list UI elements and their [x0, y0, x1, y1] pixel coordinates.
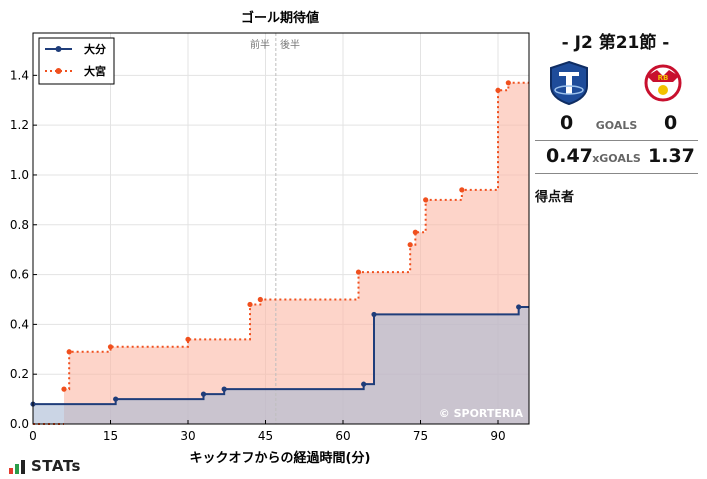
x-tick-label: 75: [413, 429, 428, 443]
home-goals: 0: [560, 112, 574, 134]
match-title: - J2 第21節 -: [561, 33, 670, 53]
legend-marker-omiya: [55, 68, 62, 74]
x-tick-label: 0: [29, 429, 37, 443]
y-tick-label: 1.2: [10, 118, 29, 132]
xg-point-omiya: [355, 269, 362, 275]
xg-point-oita: [221, 386, 227, 392]
xg-point-oita: [361, 381, 367, 387]
y-tick-label: 1.0: [10, 168, 29, 182]
xg-line-omiya: [64, 81, 529, 391]
x-tick-label: 30: [180, 429, 195, 443]
xg-area-oita: [33, 306, 529, 424]
xg-areas: [33, 82, 529, 425]
y-tick-label: 0.6: [10, 268, 29, 282]
stats-logo-bars-icon: [9, 460, 25, 474]
svg-text:RB: RB: [658, 74, 669, 82]
xg-point-oita: [516, 304, 522, 310]
x-tick-label: 60: [335, 429, 350, 443]
y-tick-label: 0.4: [10, 317, 29, 331]
xg-point-omiya: [412, 229, 418, 235]
xg-point-oita: [113, 396, 119, 402]
watermark: © SPORTERIA: [439, 407, 524, 420]
xg-point-oita: [200, 391, 207, 397]
xg-point-omiya: [247, 301, 253, 308]
oita-trinita-crest-icon: [550, 60, 588, 106]
xg-point-omiya: [257, 296, 263, 303]
xg-point-omiya: [407, 242, 413, 248]
xg-point-omiya: [61, 386, 67, 392]
chart-title: ゴール期待値: [241, 10, 319, 26]
x-tick-label: 90: [490, 429, 505, 443]
y-tick-label: 0.2: [10, 367, 29, 381]
xg-point-omiya: [459, 187, 465, 193]
y-tick-label: 1.4: [10, 68, 29, 82]
axis-ticks: 0 15 30 45 60 75 90 0.0 0.2 0.4 0.6 0.8 1.0 1.2 1.4: [10, 68, 506, 443]
away-xg: 1.37: [648, 145, 695, 167]
scorers-label: 得点者: [535, 190, 575, 205]
legend-label-oita: 大分: [84, 42, 106, 56]
xg-point-omiya: [505, 80, 511, 86]
goals-row: 0 GOALS 0: [535, 112, 698, 141]
plot-frame: [32, 32, 530, 425]
xg-point-omiya: [495, 87, 501, 93]
x-axis-label: キックオフからの経過時間(分): [190, 450, 371, 466]
xg-point-omiya: [66, 349, 72, 355]
xg-point-oita: [371, 311, 377, 318]
rb-omiya-ardija-crest-icon: RB: [644, 64, 682, 102]
halftime-marker: 前半 後半: [250, 33, 300, 424]
legend-label-omiya: 大宮: [84, 64, 106, 78]
xgoals-label: xGOALS: [592, 152, 641, 165]
x-tick-label: 45: [258, 429, 273, 443]
grid-lines: [32, 33, 529, 425]
y-tick-label: 0.8: [10, 218, 29, 232]
legend-marker-oita: [55, 46, 62, 52]
home-xg: 0.47: [546, 145, 593, 167]
x-tick-label: 15: [103, 429, 118, 443]
xg-point-omiya: [423, 197, 429, 203]
y-tick-label: 0.0: [10, 417, 29, 431]
second-half-label: 後半: [280, 38, 300, 51]
xg-point-omiya: [185, 336, 191, 342]
stats-logo-text: STATs: [31, 457, 81, 475]
xg-line-oita: [33, 305, 529, 406]
away-goals: 0: [664, 112, 678, 134]
first-half-label: 前半: [250, 38, 270, 51]
xg-point-omiya: [107, 344, 114, 350]
xgoals-row: 0.47 xGOALS 1.37: [535, 145, 698, 174]
legend-box: [38, 37, 115, 85]
goals-label: GOALS: [595, 119, 638, 132]
